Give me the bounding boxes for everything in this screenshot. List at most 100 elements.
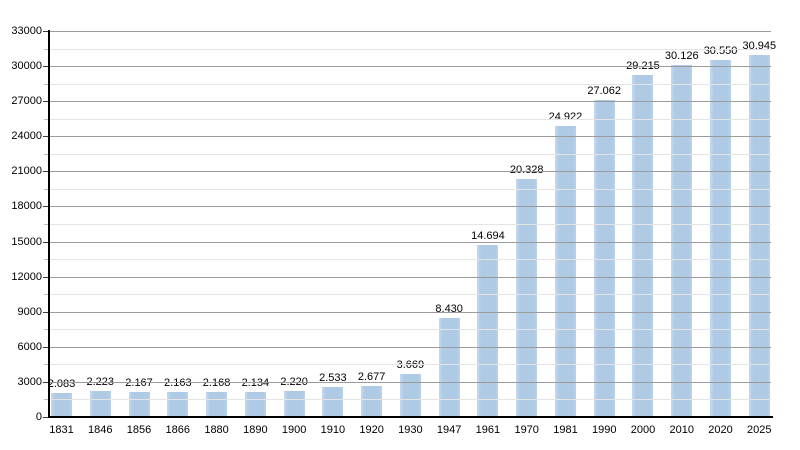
y-tick-major (43, 277, 48, 278)
x-axis-label: 2025 (747, 424, 772, 436)
y-tick-minor (44, 154, 48, 155)
y-tick-label: 21000 (11, 165, 42, 177)
x-axis-label: 1920 (359, 424, 384, 436)
y-tick-label: 9000 (17, 306, 42, 318)
bar-column-1880: 2.168 1880 (203, 31, 231, 436)
bar (671, 64, 693, 417)
y-tick-minor (44, 224, 48, 225)
bar-value-label: 2.134 (241, 377, 270, 390)
bar-value-label: 30.126 (664, 49, 699, 62)
bar-value-label: 14.694 (471, 230, 505, 243)
x-axis-label: 1856 (126, 424, 152, 436)
y-tick-label: 30000 (11, 60, 42, 72)
bar (710, 59, 732, 417)
x-axis-label: 2000 (630, 424, 656, 436)
bar (477, 245, 499, 417)
bar-column-1910: 2.533 1910 (319, 31, 347, 436)
bar-column-1900: 2.220 1900 (280, 31, 308, 436)
y-tick-minor (44, 189, 48, 190)
bar-value-label: 8.430 (435, 303, 463, 316)
bar-column-1930: 3.669 1930 (397, 31, 425, 436)
bar-column-2020: 30.550 2020 (704, 31, 738, 436)
bar-value-label: 2.168 (202, 376, 231, 389)
bar-column-1866: 2.163 1866 (164, 31, 192, 436)
x-axis-label: 2020 (708, 424, 733, 436)
y-tick-major (43, 31, 48, 32)
bar (128, 391, 150, 417)
y-tick-minor (44, 84, 48, 85)
bar-value-label: 2.223 (86, 376, 115, 388)
bar (399, 374, 421, 417)
bar-column-1846: 2.223 1846 (87, 31, 115, 436)
y-tick-minor (44, 119, 48, 120)
x-axis-label: 1910 (320, 424, 346, 436)
bar-column-1981: 24.922 1981 (549, 31, 583, 437)
bar-value-label: 3.669 (396, 359, 425, 372)
bar (206, 391, 228, 417)
bar (89, 391, 111, 417)
bar-column-2000: 29.215 2000 (626, 31, 660, 436)
bar-value-label: 27.062 (587, 85, 622, 98)
y-tick-label: 12000 (11, 271, 42, 283)
x-axis-label: 1947 (436, 424, 462, 436)
bar (593, 100, 615, 417)
y-tick-major (43, 347, 48, 348)
bar (283, 391, 305, 417)
bar (322, 387, 344, 417)
bar-column-1920: 2.677 1920 (358, 31, 386, 436)
y-tick-label: 33000 (11, 25, 42, 37)
bar-value-label: 20.328 (509, 164, 544, 177)
bar-value-label: 24.922 (548, 110, 583, 123)
bar (516, 179, 538, 417)
bar-column-2025: 30.945 2025 (742, 31, 776, 436)
y-tick-label: 15000 (11, 236, 42, 248)
y-tick-label: 24000 (11, 130, 42, 142)
y-tick-minor (44, 399, 48, 400)
bar (748, 55, 770, 417)
plot-area: 2.083 1831 2.223 1846 2.167 1856 2.163 1866 2.16… (48, 31, 776, 437)
bar (632, 75, 654, 417)
bar (554, 125, 576, 417)
y-tick-label: 27000 (11, 95, 42, 107)
y-tick-label: 0 (35, 411, 42, 423)
y-tick-label: 3000 (17, 376, 42, 388)
bar-value-label: 2.677 (357, 370, 386, 383)
x-axis-label: 1981 (553, 424, 578, 436)
bar-value-label: 30.550 (703, 44, 738, 57)
y-tick-label: 6000 (17, 341, 42, 353)
y-tick-label: 18000 (11, 200, 42, 212)
x-axis-label: 1831 (49, 424, 74, 436)
y-tick-minor (44, 364, 48, 365)
bar-value-label: 2.163 (164, 376, 192, 389)
bar-column-1856: 2.167 1856 (125, 31, 153, 436)
y-tick-minor (44, 49, 48, 50)
x-axis-label: 1990 (591, 424, 617, 436)
y-tick-minor (44, 259, 48, 260)
bar-value-label: 30.945 (742, 40, 777, 53)
bar (438, 318, 460, 417)
x-axis-label: 2010 (669, 424, 694, 436)
bar-value-label: 2.167 (125, 376, 153, 389)
bar-value-label: 29.215 (626, 60, 660, 73)
bar-column-1947: 8.430 1947 (435, 31, 463, 436)
y-axis-line (48, 30, 50, 418)
bar-column-1961: 14.694 1961 (471, 31, 505, 436)
bar-column-1990: 27.062 1990 (587, 31, 621, 436)
bar (51, 392, 72, 417)
y-tick-major (43, 312, 48, 313)
x-axis-label: 1930 (398, 424, 423, 436)
bar (244, 392, 266, 417)
x-axis-label: 1970 (514, 424, 539, 436)
bar-value-label: 2.220 (280, 376, 308, 389)
bar (167, 391, 189, 417)
x-axis-label: 1961 (475, 424, 501, 436)
x-axis-label: 1890 (243, 424, 268, 436)
bar-column-1831: 2.083 1831 (48, 31, 76, 436)
y-tick-major (43, 136, 48, 137)
y-tick-major (43, 382, 48, 383)
x-axis-line (48, 416, 773, 418)
bar-column-1890: 2.134 1890 (242, 31, 270, 436)
x-axis-label: 1866 (165, 424, 191, 436)
bars-container: 2.083 1831 2.223 1846 2.167 1856 2.163 1866 2.16… (48, 31, 776, 437)
